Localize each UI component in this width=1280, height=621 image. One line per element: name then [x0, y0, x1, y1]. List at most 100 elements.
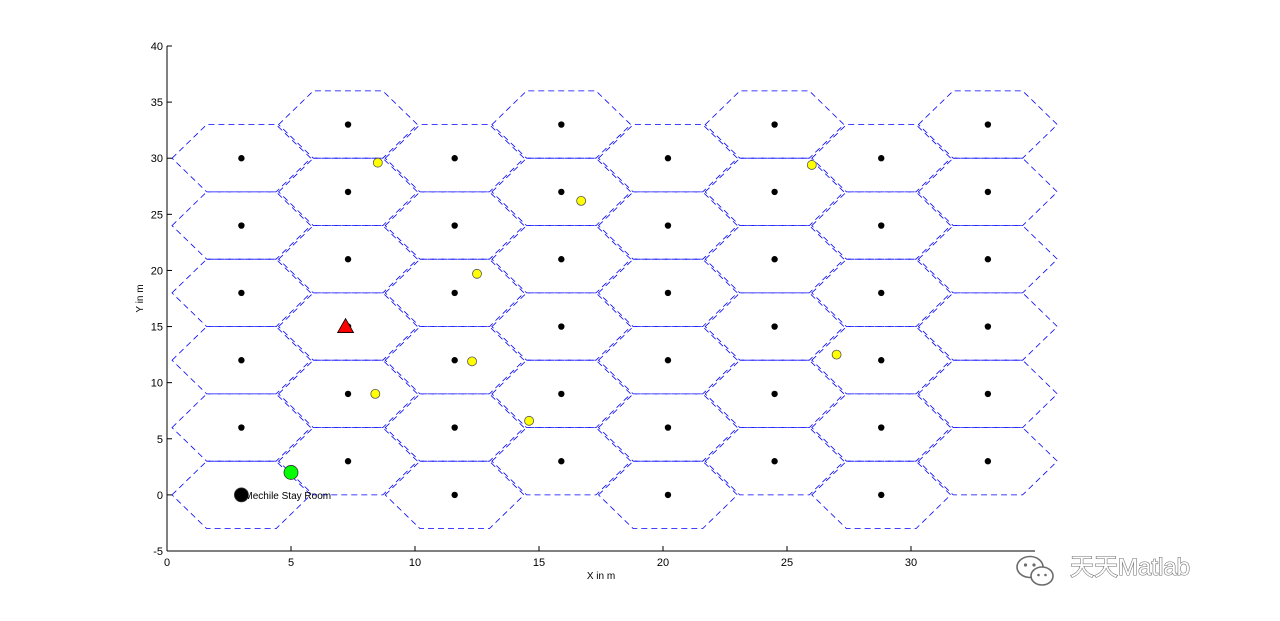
hex-cell-0-2: [171, 326, 312, 395]
y-tick-label-10: 10: [151, 378, 163, 390]
hex-cell-2-4: [384, 191, 525, 260]
x-tick-label-10: 10: [409, 557, 421, 569]
hex-cell-6-3: [811, 258, 952, 328]
point-dot-0-29: [771, 458, 778, 465]
hex-cell-4-2: [597, 326, 738, 395]
hex-cell-1-5: [278, 90, 419, 159]
point-circle-1-7: [831, 349, 842, 360]
hex-cell-4-4: [597, 191, 738, 260]
point-dot-0-13: [451, 357, 458, 364]
hex-cell-0-3: [171, 258, 312, 328]
y-tick-label-35: 35: [151, 97, 163, 109]
hex-cell-0-4: [171, 191, 312, 260]
point-circle-1-4: [467, 356, 477, 367]
annotation-layer: Mechile Stay Room: [244, 491, 331, 502]
point-circle-1-0: [372, 157, 383, 168]
hex-cell-4-1: [597, 393, 738, 462]
point-dot-0-24: [664, 424, 672, 431]
hex-cell-2-2: [384, 326, 525, 395]
point-dot-0-33: [771, 188, 778, 196]
hex-cell-0-0: [171, 460, 312, 529]
y-tick-label-5: 5: [157, 434, 163, 446]
hex-cell-3-3: [491, 225, 632, 294]
x-tick-label-0: 0: [164, 557, 170, 569]
hex-cell-4-0: [597, 460, 738, 529]
y-tick-label--5: -5: [153, 546, 163, 558]
hex-cell-3-0: [491, 427, 632, 496]
hex-cell-7-1: [917, 359, 1058, 429]
hex-cell-1-2: [278, 292, 419, 361]
hex-cell-3-2: [491, 292, 632, 361]
hex-cell-5-3: [704, 225, 845, 294]
point-dot-0-26: [664, 289, 672, 297]
point-circle-1-3: [472, 268, 482, 279]
point-dot-0-23: [664, 491, 672, 499]
point-circle-1-1: [576, 195, 587, 206]
hex-cell-3-5: [491, 90, 632, 159]
point-dot-0-38: [878, 289, 885, 297]
point-dot-0-5: [344, 458, 352, 465]
y-tick-label-15: 15: [151, 322, 163, 334]
point-dot-0-27: [664, 222, 672, 229]
y-tick-label-30: 30: [151, 153, 163, 165]
point-dot-0-41: [984, 458, 992, 465]
x-tick-label-20: 20: [657, 557, 669, 569]
hex-cell-5-1: [704, 359, 845, 429]
x-tick-label-5: 5: [288, 557, 294, 569]
y-tick-label-40: 40: [151, 41, 163, 53]
hex-cell-1-3: [278, 225, 419, 294]
point-dot-0-11: [451, 491, 458, 499]
hex-cell-2-0: [384, 460, 525, 529]
point-dot-0-45: [984, 188, 992, 196]
y-axis-title: Y in m: [135, 284, 146, 312]
y-tick-label-20: 20: [151, 265, 163, 277]
hex-cell-5-0: [704, 427, 845, 496]
point-triangle-2-0: [336, 317, 355, 333]
y-tick-label-0: 0: [157, 490, 163, 502]
y-tick-label-25: 25: [151, 209, 163, 221]
hex-cell-5-4: [704, 157, 845, 227]
hex-cell-layer: [171, 90, 1058, 529]
point-dot-0-14: [451, 289, 458, 297]
point-dot-0-40: [878, 155, 885, 162]
x-tick-label-25: 25: [781, 557, 793, 569]
hex-cell-6-5: [811, 124, 952, 193]
plot-area: [167, 46, 1035, 551]
hex-cell-2-1: [384, 393, 525, 462]
hex-cell-5-2: [704, 292, 845, 361]
hex-cell-6-1: [811, 393, 952, 462]
point-circle-large-4-0: [233, 487, 249, 503]
hex-cell-0-5: [171, 124, 312, 193]
point-circle-1-2: [806, 160, 817, 170]
point-dot-0-3: [238, 222, 245, 229]
hex-cell-4-5: [597, 124, 738, 193]
point-dot-0-9: [344, 188, 352, 196]
point-dot-0-34: [771, 121, 778, 128]
point-dot-0-16: [451, 155, 458, 162]
hex-cell-5-5: [704, 90, 845, 159]
hex-cell-7-3: [917, 225, 1058, 294]
hex-cell-3-4: [491, 157, 632, 227]
hex-cell-7-5: [917, 90, 1058, 159]
watermark-text: 天天Matlab: [1070, 554, 1190, 581]
point-circle-1-6: [524, 415, 534, 426]
data-marks: [233, 121, 992, 503]
point-dot-0-17: [558, 458, 565, 465]
point-dot-0-10: [344, 121, 352, 128]
hex-cell-6-4: [811, 191, 952, 260]
point-dot-0-18: [558, 390, 565, 398]
x-axis-title: X in m: [587, 571, 615, 582]
point-dot-0-20: [558, 256, 565, 263]
point-dot-0-25: [664, 357, 672, 364]
hex-cell-2-5: [384, 124, 525, 193]
point-dot-0-19: [558, 323, 565, 330]
hex-cell-1-0: [278, 427, 419, 496]
x-tick-label-15: 15: [533, 557, 545, 569]
hex-cell-1-1: [278, 359, 419, 429]
hex-cell-1-4: [278, 157, 419, 227]
point-dot-0-46: [984, 121, 992, 128]
hex-cell-7-2: [917, 292, 1058, 361]
point-dot-0-15: [451, 222, 458, 229]
hex-cell-7-4: [917, 157, 1058, 227]
